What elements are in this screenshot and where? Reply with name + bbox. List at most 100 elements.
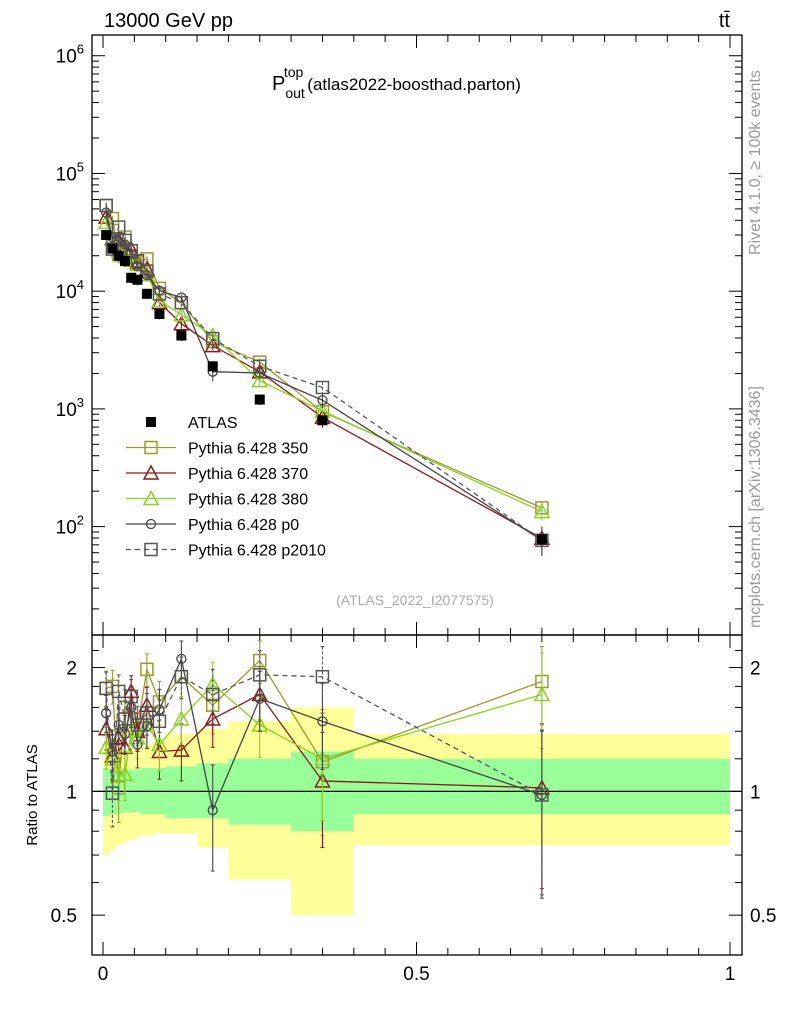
series-line-upper (105, 222, 543, 513)
point-lower (152, 714, 167, 729)
legend-marker (145, 518, 157, 530)
lower-ytick-label-right-0: 0.5 (750, 906, 776, 927)
point-lower (100, 707, 112, 719)
legend-marker (146, 417, 156, 427)
atlas-point (176, 330, 187, 341)
upper-ytick-label-2: 104 (56, 277, 84, 303)
series-upper-4 (99, 198, 549, 556)
point-lower (116, 765, 134, 782)
point-lower (205, 687, 220, 702)
point-lower (173, 710, 190, 726)
point-lower (317, 716, 328, 727)
upper-ytick-label-1: 103 (56, 395, 84, 421)
atlas-point (113, 250, 124, 261)
atlas-point (107, 243, 118, 254)
legend-item-4: Pythia 6.428 p0 (126, 517, 299, 534)
point-upper (97, 213, 115, 230)
legend-item-1: Pythia 6.428 350 (126, 441, 308, 458)
point-lower (107, 746, 118, 757)
point-upper (205, 331, 220, 346)
point-upper (317, 395, 328, 406)
chart-title-sub: out (285, 85, 305, 101)
series-upper-2 (97, 213, 551, 521)
point-lower (253, 668, 267, 682)
series-line-upper (105, 205, 543, 509)
tick-base: 10 (56, 518, 77, 539)
tick-exp: 3 (77, 395, 84, 410)
point-lower (132, 739, 143, 750)
legend-marker (142, 489, 160, 506)
x-tick-label-0: 0 (98, 964, 109, 985)
lower-ytick-label-left-1: 1 (66, 782, 77, 803)
atlas-points (101, 230, 547, 545)
point-upper (111, 220, 126, 234)
mcplots-label: mcplots.cern.ch [arXiv:1306.3436] (747, 386, 764, 628)
chart-title: Pout top(atlas2022-boosthad.parton) (272, 64, 521, 101)
point-upper (174, 295, 189, 310)
atlas-point (101, 230, 112, 240)
tick-base: 10 (56, 400, 77, 421)
chart-title-sup: top (284, 64, 304, 80)
lower-ytick-label-left-2: 2 (66, 659, 77, 680)
point-upper (99, 198, 113, 213)
legend-label: Pythia 6.428 p2010 (188, 543, 326, 560)
point-lower (535, 788, 549, 802)
atlas-point (154, 308, 165, 319)
legend: ATLAS Pythia 6.428 350 Pythia 6.428 370 Pyt… (126, 415, 326, 560)
tick-exp: 2 (77, 513, 84, 528)
point-upper (253, 359, 267, 373)
point-upper (251, 371, 269, 388)
point-lower (105, 786, 120, 800)
legend-item-3: Pythia 6.428 380 (126, 489, 308, 509)
legend-label: Pythia 6.428 370 (188, 466, 308, 483)
atlas-point (317, 415, 328, 426)
chart-title-rest: (atlas2022-boosthad.parton) (307, 75, 521, 94)
x-tick-label-1: 0.5 (403, 964, 429, 985)
point-upper (138, 266, 156, 282)
legend-marker (144, 542, 158, 557)
legend-label: ATLAS (188, 415, 238, 432)
tick-exp: 6 (77, 42, 84, 57)
tick-base: 10 (56, 47, 77, 68)
point-lower (174, 669, 189, 684)
point-upper (140, 264, 154, 279)
legend-marker (144, 440, 158, 455)
atlas-point (132, 274, 143, 285)
header-left: 13000 GeV pp (104, 10, 233, 32)
lower-ytick-label-left-0: 0.5 (51, 906, 77, 927)
legend-label: Pythia 6.428 350 (188, 441, 308, 458)
point-lower (536, 789, 548, 801)
series-line-upper (105, 205, 543, 541)
rivet-label: Rivet 4.1.0, ≥ 100k events (747, 70, 764, 255)
series-line-lower (105, 674, 543, 796)
atlas-point (126, 272, 137, 283)
series-line-upper (105, 212, 543, 541)
lower-ytick-label-right-1: 1 (750, 782, 761, 803)
tick-exp: 4 (77, 277, 84, 292)
point-upper (173, 315, 190, 331)
legend-item-2: Pythia 6.428 370 (126, 464, 308, 483)
tick-exp: 5 (77, 159, 84, 174)
point-lower (124, 689, 138, 704)
series-line-upper (105, 216, 543, 539)
lower-ytick-label-right-2: 2 (750, 659, 761, 680)
point-lower (315, 669, 330, 684)
point-upper (533, 502, 551, 519)
point-lower (151, 735, 168, 752)
chart-title-main: P (272, 73, 285, 95)
point-lower (140, 662, 154, 677)
atlas-point (119, 256, 130, 267)
point-upper (105, 242, 120, 256)
point-upper (154, 285, 165, 296)
point-upper (173, 306, 190, 322)
legend-label: Pythia 6.428 p0 (188, 517, 299, 534)
point-lower (173, 741, 190, 757)
point-upper (315, 380, 330, 395)
point-lower (130, 718, 145, 732)
point-lower (533, 685, 551, 702)
tick-base: 10 (56, 282, 77, 303)
upper-ytick-label-0: 102 (56, 513, 84, 539)
series-upper-0 (99, 198, 549, 515)
header-right: tt̄ (719, 10, 731, 32)
